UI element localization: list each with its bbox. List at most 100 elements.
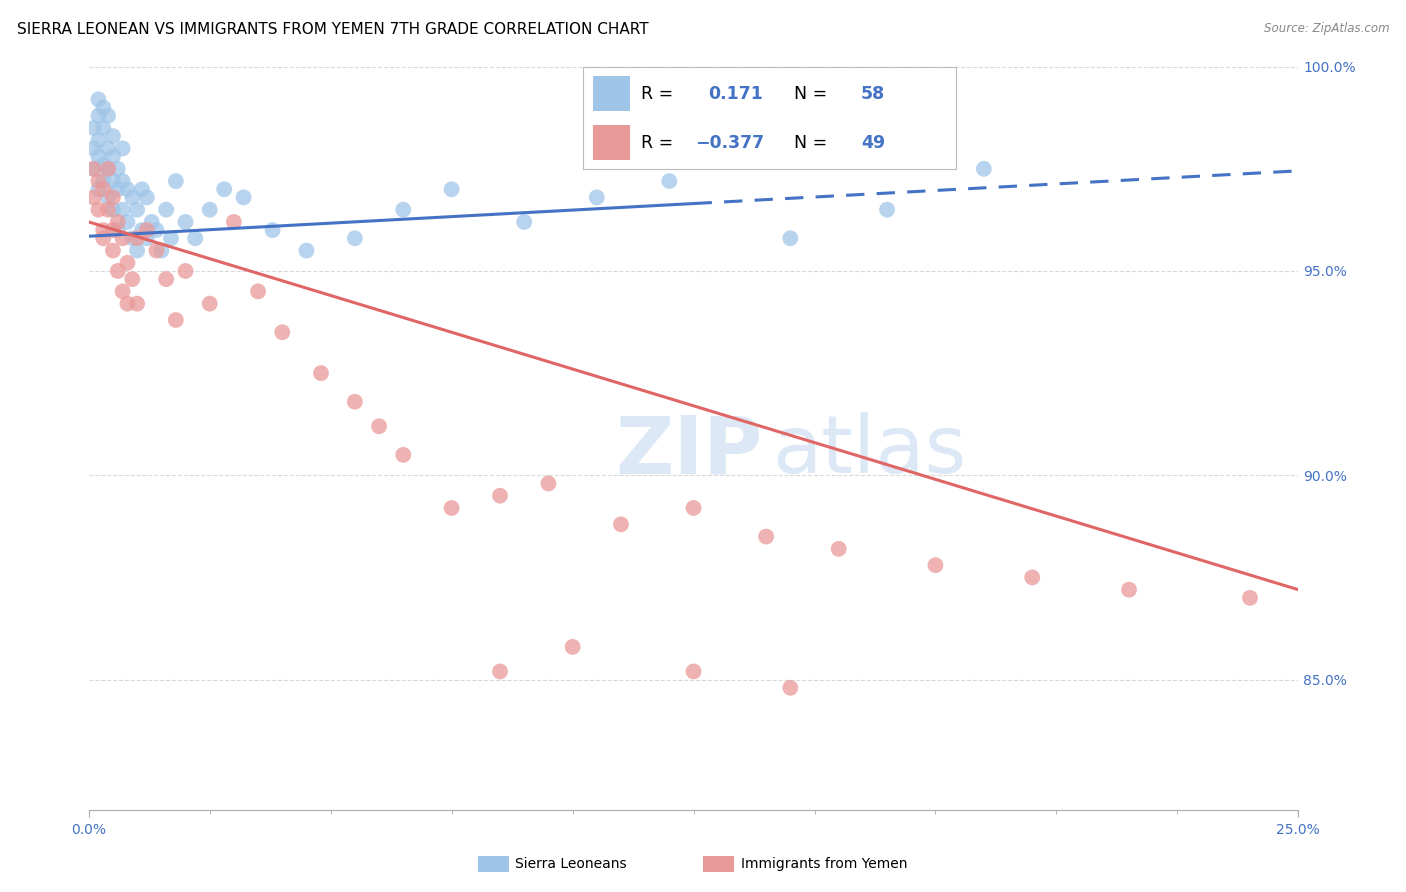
Point <box>135 190 157 204</box>
Point <box>97 109 120 123</box>
Point <box>101 150 124 164</box>
Point <box>309 366 332 380</box>
Point <box>121 231 143 245</box>
Point <box>91 223 114 237</box>
Point <box>368 419 391 434</box>
Point <box>141 215 163 229</box>
Point <box>198 202 221 217</box>
Point <box>101 174 124 188</box>
Point <box>87 92 110 106</box>
Point <box>682 665 704 679</box>
Point <box>111 174 134 188</box>
Point <box>131 182 153 196</box>
Text: Immigrants from Yemen: Immigrants from Yemen <box>741 857 907 871</box>
Point <box>828 541 851 556</box>
Point <box>107 223 129 237</box>
Point <box>135 231 157 245</box>
Point <box>83 120 105 135</box>
Point <box>127 202 149 217</box>
Point <box>101 190 124 204</box>
Point <box>101 129 124 144</box>
Point <box>222 215 245 229</box>
Point <box>489 665 512 679</box>
Point <box>111 202 134 217</box>
Point <box>658 174 681 188</box>
Point <box>165 174 187 188</box>
Point <box>107 215 129 229</box>
Point <box>127 244 149 258</box>
Point <box>1021 570 1043 584</box>
Point <box>111 285 134 299</box>
Point <box>755 530 778 544</box>
Point <box>160 231 183 245</box>
Point <box>779 231 801 245</box>
Text: R =: R = <box>641 85 673 103</box>
Point <box>440 500 463 515</box>
Point <box>610 517 633 532</box>
Point <box>91 158 114 172</box>
Point <box>682 500 704 515</box>
Point <box>262 223 284 237</box>
Point <box>91 231 114 245</box>
Point <box>150 244 173 258</box>
Point <box>155 202 177 217</box>
Point <box>779 681 801 695</box>
Point <box>135 223 157 237</box>
Point <box>83 161 105 176</box>
Point <box>131 223 153 237</box>
FancyBboxPatch shape <box>593 76 630 111</box>
Point <box>585 190 607 204</box>
Point <box>155 272 177 286</box>
Point <box>121 190 143 204</box>
Point <box>174 215 197 229</box>
Point <box>87 109 110 123</box>
Point <box>117 182 139 196</box>
Point <box>97 190 120 204</box>
Point <box>107 264 129 278</box>
Point <box>117 296 139 310</box>
Point <box>127 296 149 310</box>
Point <box>91 182 114 196</box>
Point <box>513 215 536 229</box>
Point <box>107 182 129 196</box>
Point <box>174 264 197 278</box>
Point <box>97 161 120 176</box>
Point <box>83 141 105 155</box>
Text: 58: 58 <box>860 85 886 103</box>
Point <box>87 150 110 164</box>
Point <box>127 231 149 245</box>
Point <box>83 161 105 176</box>
Point <box>247 285 270 299</box>
Point <box>121 272 143 286</box>
Point <box>87 174 110 188</box>
Point <box>117 215 139 229</box>
Point <box>145 223 167 237</box>
Point <box>392 202 415 217</box>
Point <box>343 231 366 245</box>
Point <box>489 489 512 503</box>
Point <box>973 161 995 176</box>
Text: Source: ZipAtlas.com: Source: ZipAtlas.com <box>1264 22 1389 36</box>
Point <box>111 141 134 155</box>
Point <box>87 202 110 217</box>
Point <box>440 182 463 196</box>
Point <box>343 394 366 409</box>
Point <box>198 296 221 310</box>
Point <box>101 244 124 258</box>
Point <box>91 120 114 135</box>
Text: atlas: atlas <box>772 412 966 491</box>
Text: SIERRA LEONEAN VS IMMIGRANTS FROM YEMEN 7TH GRADE CORRELATION CHART: SIERRA LEONEAN VS IMMIGRANTS FROM YEMEN … <box>17 22 648 37</box>
Point <box>561 640 583 654</box>
Point <box>924 558 946 573</box>
Text: Sierra Leoneans: Sierra Leoneans <box>515 857 626 871</box>
Point <box>184 231 207 245</box>
Point <box>145 244 167 258</box>
Point <box>101 202 124 217</box>
Text: N =: N = <box>794 85 827 103</box>
Point <box>165 313 187 327</box>
Point <box>537 476 560 491</box>
Text: −0.377: −0.377 <box>695 134 765 152</box>
Point <box>101 223 124 237</box>
Text: ZIP: ZIP <box>614 412 762 491</box>
Point <box>97 202 120 217</box>
